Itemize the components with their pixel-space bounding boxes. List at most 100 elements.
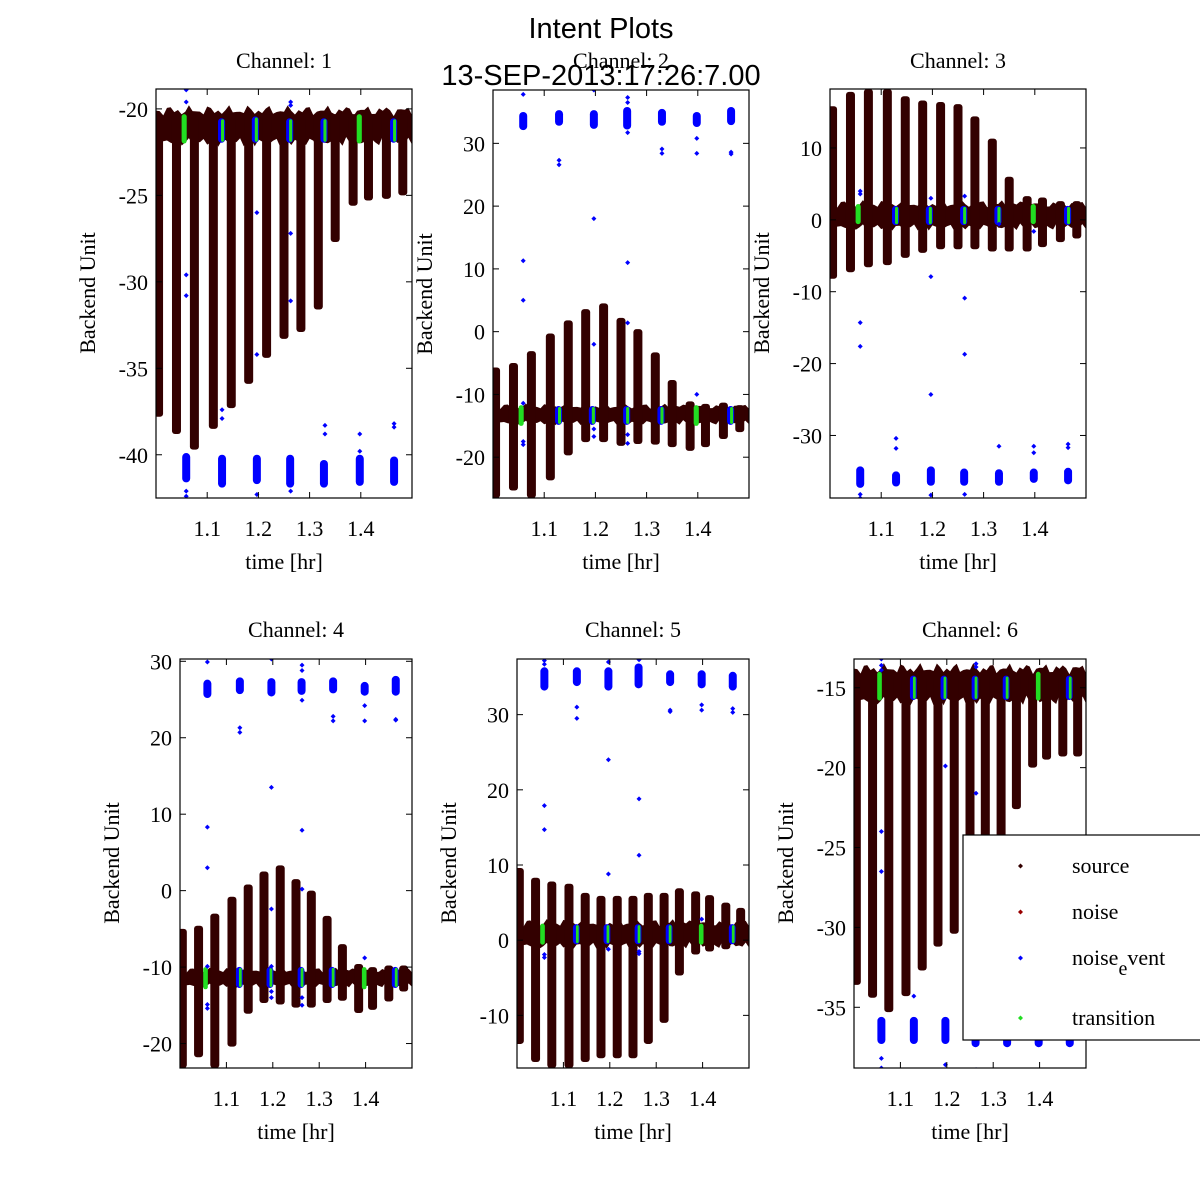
source-spike [262,114,272,358]
noise-event-point [625,432,631,438]
source-spike [348,114,358,206]
legend-label-main: noise [1072,945,1118,970]
noise-event-point [591,216,597,222]
y-tick-label: -10 [480,1003,509,1028]
noise-event-point [728,151,734,157]
noise-event-cluster [728,671,737,691]
legend-marker-transition [1018,1015,1023,1021]
legend-item-source: source [1018,853,1129,878]
noise-event-point [591,426,597,432]
transition-cluster [238,967,242,987]
channel-4-plot: 1.1 1.2 1.3 1.4 30 20 10 0 -10 -20 Channel: 4 time … [99,617,413,1144]
transition-cluster [591,406,595,424]
y-tick-label: -35 [817,995,846,1020]
transition-cluster [730,406,734,424]
noise-event-cluster [941,1016,950,1045]
source-spike [563,320,573,456]
source-spike [189,114,199,450]
y-tick-label: 20 [463,194,485,219]
noise-event-point [699,916,705,922]
source-spike [194,925,204,1058]
y-tick-label: -10 [793,280,822,305]
noise-event-point [520,400,526,406]
y-tick-label: -20 [793,352,822,377]
x-tick-label: 1.1 [550,1086,578,1111]
plot-area [854,659,1086,1068]
transition-cluster [356,114,362,144]
noise-event-point [928,195,934,201]
noise-event-cluster [623,106,632,130]
noise-event-point [520,258,526,264]
noise-event-point [1031,443,1037,449]
source-spike [996,674,1006,856]
legend-item-noise-event: noiseevent [1018,945,1165,980]
noise-event-point [268,989,274,995]
transition-cluster [943,676,947,699]
source-spike [381,114,391,199]
transition-cluster [974,676,978,699]
source-spike [949,674,959,934]
plot-area [830,89,1086,498]
source-spike [917,674,927,971]
y-axis-label: Backend Unit [99,802,124,924]
transition-cluster [997,206,1001,225]
x-tick-label: 1.2 [582,516,610,541]
y-tick-label: 30 [487,703,509,728]
transition-cluster [254,117,258,142]
noise-event-point [605,946,611,952]
noise-event-point [878,667,884,673]
noise-event-cluster [697,670,706,689]
noise-event-point [299,667,305,673]
noise-event-point [268,784,274,790]
noise-event-cluster [892,471,901,487]
noise-event-cluster [235,677,244,695]
noise-event-cluster [634,663,643,689]
noise-event-cluster [692,111,701,128]
x-tick-label: 1.3 [296,516,324,541]
noise-event-point [322,422,328,428]
y-tick-label: 10 [487,853,509,878]
transition-cluster [394,967,398,987]
x-tick-label: 1.1 [530,516,558,541]
x-tick-label: 1.3 [642,1086,670,1111]
noise-event-cluster [218,454,227,488]
channel-6-plot: 1.1 1.2 1.3 1.4 -15 -20 -25 -30 -35 Channel: 6 tim… [773,617,1087,1144]
noise-event-point [962,193,968,199]
noise-event-point [237,729,243,735]
transition-cluster [877,671,882,701]
x-tick-label: 1.2 [245,516,273,541]
noise-event-point [219,415,225,421]
noise-event-point [1065,445,1071,451]
source-spike [901,674,911,997]
noise-event-point [268,995,274,1001]
source-spike [210,913,220,1068]
noise-event-point [391,424,397,430]
noise-event-point [625,100,631,106]
source-spike [296,114,306,332]
noise-event-cluster [286,454,295,488]
noise-event-point [330,718,336,724]
noise-event-point [541,951,547,957]
y-tick-label: 10 [150,802,172,827]
x-tick-label: 1.2 [919,516,947,541]
noise-event-point [520,297,526,303]
x-tick-label: 1.3 [633,516,661,541]
noise-event-cluster [856,466,865,488]
noise-event-point [183,89,189,93]
x-tick-label: 1.3 [970,516,998,541]
noise-event-point [625,95,631,101]
source-spike [291,879,301,1008]
transition-cluster [912,676,916,699]
noise-event-point [541,827,547,833]
transition-cluster [1035,671,1041,701]
noise-event-point [730,706,736,712]
noise-event-point [362,703,368,709]
noise-event-point [878,829,884,835]
noise-event-point [204,963,210,969]
noise-event-cluster [360,681,369,696]
noise-event-point [878,662,884,668]
noise-event-point [973,790,979,796]
noise-event-point [942,763,948,769]
noise-event-point [878,868,884,874]
